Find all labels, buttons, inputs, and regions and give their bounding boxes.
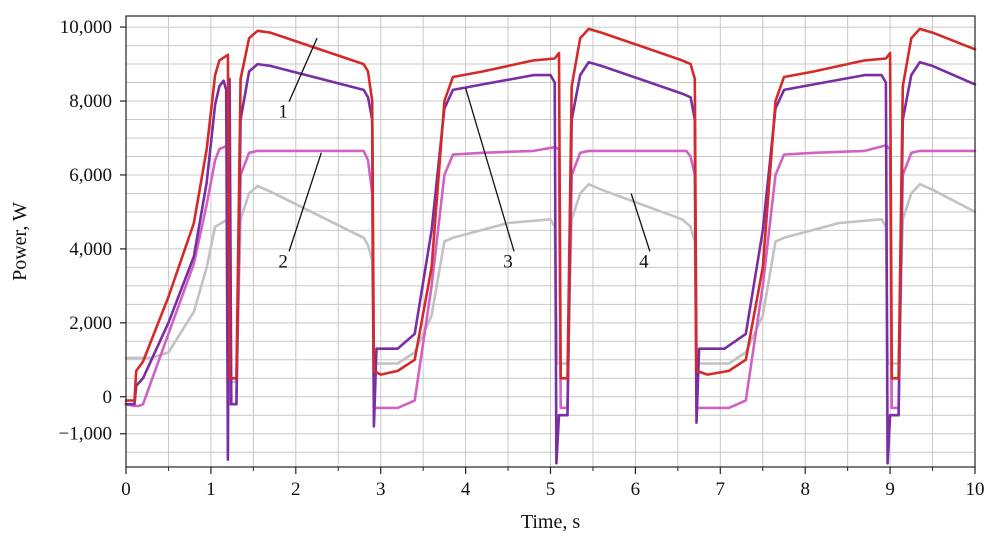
series-callouts: 1 2 3 4 [278, 37, 651, 272]
callout-leader-1 [288, 37, 318, 102]
y-tick-label: 0 [103, 387, 113, 408]
x-tick-label: 9 [885, 479, 895, 500]
series-2-line [124, 60, 977, 465]
x-tick-label: 0 [121, 479, 131, 500]
x-tick-label: 6 [631, 479, 641, 500]
grid [126, 16, 975, 467]
y-tick-label: 8,000 [69, 91, 112, 112]
x-tick-label: 4 [461, 479, 471, 500]
y-axis-title: Power, W [9, 202, 31, 281]
y-tick-label: 2,000 [69, 313, 112, 334]
x-tick-label: 10 [966, 479, 985, 500]
y-tick-label: 10,000 [60, 17, 112, 38]
x-tick-label: 8 [800, 479, 810, 500]
series-1-line [124, 27, 977, 402]
callout-leader-3 [464, 87, 515, 252]
callout-leader-4 [630, 193, 651, 252]
callout-leader-2 [288, 152, 322, 252]
x-tick-label: 2 [291, 479, 301, 500]
callout-label-2: 2 [278, 251, 288, 272]
series-lines [124, 27, 977, 465]
y-tick-label: 6,000 [69, 165, 112, 186]
callout-label-4: 4 [639, 251, 649, 272]
y-tick-label: −1,000 [59, 424, 112, 445]
x-tick-label: 3 [376, 479, 386, 500]
x-tick-label: 7 [716, 479, 726, 500]
callout-label-1: 1 [278, 102, 288, 123]
axis-ticks: 0 1 2 3 4 5 6 7 8 9 10 −1,000 0 2,000 4,000 6,000 8,000 1… [59, 17, 985, 500]
x-axis-title: Time, s [521, 511, 581, 533]
callout-label-3: 3 [503, 251, 513, 272]
y-tick-label: 4,000 [69, 239, 112, 260]
series-3-line [124, 144, 977, 410]
x-tick-label: 5 [546, 479, 556, 500]
x-tick-label: 1 [206, 479, 216, 500]
